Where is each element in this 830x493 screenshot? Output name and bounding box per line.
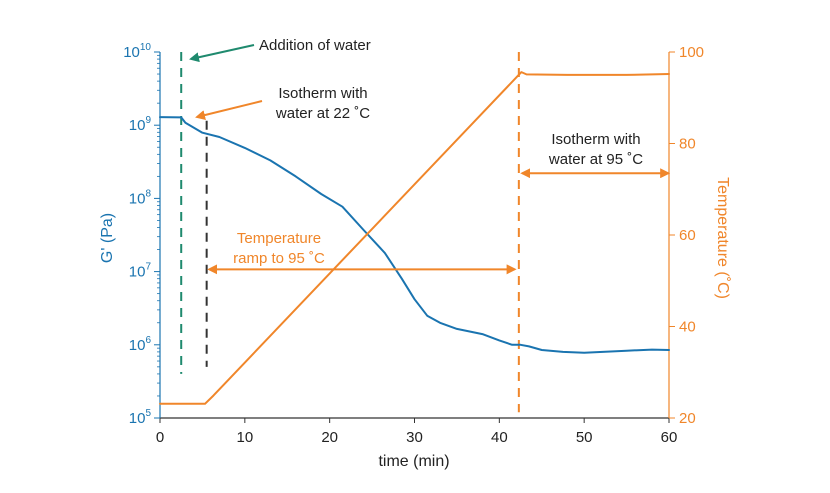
x-tick-label: 40 bbox=[491, 429, 508, 446]
y-right-tick-label: 40 bbox=[679, 319, 696, 336]
y-left-tick-label: 107 bbox=[129, 262, 152, 281]
y-left-tick-label: 106 bbox=[129, 335, 152, 354]
x-tick-label: 30 bbox=[406, 429, 423, 446]
annotations: Addition of water Isotherm with water at 2… bbox=[189, 37, 671, 275]
annotation-addition-of-water: Addition of water bbox=[259, 37, 371, 54]
axes: 0 10 20 30 40 50 60 105 106 107 108 109 1010 20 40 60 80… bbox=[123, 42, 704, 446]
y-left-tick-label: 109 bbox=[129, 115, 152, 134]
y-left-axis-label: G' (Pa) bbox=[99, 213, 116, 263]
x-tick-label: 50 bbox=[576, 429, 593, 446]
annotation-isotherm-22-line: water at 22 ˚C bbox=[275, 105, 370, 122]
y-left-tick-label: 1010 bbox=[123, 42, 151, 61]
x-tick-label: 20 bbox=[321, 429, 338, 446]
y-right-tick-label: 60 bbox=[679, 227, 696, 244]
y-left-tick-label: 105 bbox=[129, 408, 152, 427]
annotation-isotherm-95-line: Isotherm with bbox=[551, 131, 640, 148]
y-right-tick-label: 80 bbox=[679, 136, 696, 153]
annotation-arrow-isotherm-22 bbox=[195, 100, 263, 120]
modulus-series-line bbox=[159, 116, 670, 354]
x-tick-label: 0 bbox=[156, 429, 164, 446]
annotation-arrow-addition bbox=[189, 44, 255, 63]
x-tick-label: 10 bbox=[236, 429, 253, 446]
x-axis-label: time (min) bbox=[378, 453, 449, 470]
annotation-ramp-line: ramp to 95 ˚C bbox=[233, 250, 325, 267]
y-right-tick-label: 100 bbox=[679, 44, 704, 61]
y-right-axis-label: Temperature (˚C) bbox=[714, 177, 731, 299]
annotation-isotherm-22-line: Isotherm with bbox=[278, 85, 367, 102]
annotation-isotherm-95-line: water at 95 ˚C bbox=[548, 151, 643, 168]
temperature-series-line bbox=[159, 71, 670, 405]
y-right-tick-label: 20 bbox=[679, 410, 696, 427]
annotation-ramp-line: Temperature bbox=[237, 230, 321, 247]
x-tick-label: 60 bbox=[661, 429, 678, 446]
y-left-tick-label: 108 bbox=[129, 188, 152, 207]
plot-area bbox=[159, 52, 670, 413]
